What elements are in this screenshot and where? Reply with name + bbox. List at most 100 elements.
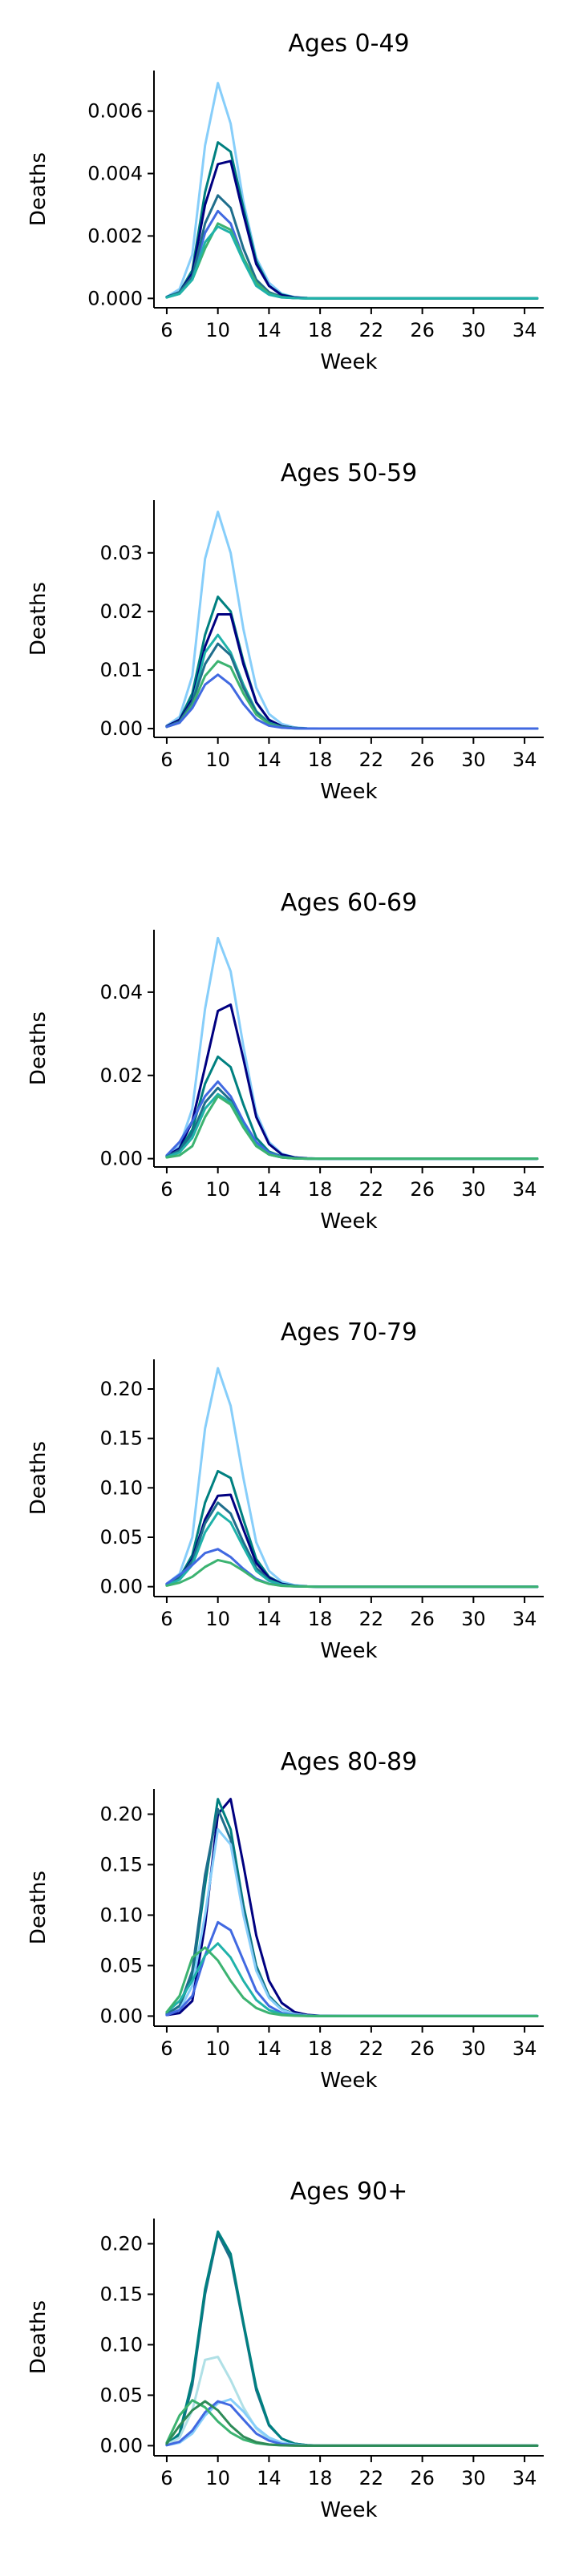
x-tick-label: 10 bbox=[205, 2037, 230, 2060]
y-axis-label: Deaths bbox=[26, 1441, 51, 1515]
y-tick-label: 0.01 bbox=[100, 659, 143, 681]
chart-title: Ages 60-69 bbox=[281, 889, 417, 917]
y-tick-label: 0.00 bbox=[100, 717, 143, 740]
y-tick-label: 0.03 bbox=[100, 542, 143, 564]
series-line-5 bbox=[165, 1942, 539, 2017]
series-line-2 bbox=[165, 1807, 539, 2017]
series-line-6 bbox=[165, 225, 539, 300]
x-tick-label: 30 bbox=[461, 1178, 486, 1201]
x-tick-label: 30 bbox=[461, 2037, 486, 2060]
x-tick-label: 6 bbox=[160, 2037, 172, 2060]
y-axis-label: Deaths bbox=[26, 152, 51, 226]
x-tick-label: 18 bbox=[308, 1608, 333, 1630]
x-tick-label: 26 bbox=[410, 749, 435, 771]
y-tick-label: 0.02 bbox=[100, 1064, 143, 1087]
y-tick-label: 0.004 bbox=[87, 163, 143, 185]
chart-title: Ages 70-79 bbox=[281, 1318, 417, 1347]
series-line-6 bbox=[165, 1095, 539, 1161]
series-line-6 bbox=[165, 673, 539, 730]
series-line-6 bbox=[165, 1946, 539, 2017]
x-tick-label: 30 bbox=[461, 749, 486, 771]
series-line-1 bbox=[165, 2230, 539, 2447]
series-line-3 bbox=[165, 209, 539, 300]
x-axis-label: Week bbox=[320, 1639, 377, 1663]
x-tick-label: 34 bbox=[512, 319, 537, 341]
series-line-0 bbox=[165, 82, 539, 300]
series-line-0 bbox=[165, 1367, 539, 1589]
y-tick-label: 0.15 bbox=[100, 1427, 143, 1450]
x-tick-label: 14 bbox=[257, 2467, 281, 2489]
x-tick-label: 6 bbox=[160, 749, 172, 771]
x-tick-label: 14 bbox=[257, 749, 281, 771]
y-tick-label: 0.00 bbox=[100, 1576, 143, 1598]
y-axis-label: Deaths bbox=[26, 1871, 51, 1944]
x-tick-label: 10 bbox=[205, 2467, 230, 2489]
series-line-1 bbox=[165, 1003, 539, 1161]
series-line-5 bbox=[165, 1092, 539, 1161]
series-line-2 bbox=[165, 1055, 539, 1161]
series-line-4 bbox=[165, 642, 539, 730]
x-tick-label: 10 bbox=[205, 319, 230, 341]
x-tick-label: 22 bbox=[359, 1178, 384, 1201]
x-tick-label: 22 bbox=[359, 749, 384, 771]
y-tick-label: 0.000 bbox=[87, 287, 143, 309]
x-tick-label: 22 bbox=[359, 2467, 384, 2489]
x-tick-label: 30 bbox=[461, 1608, 486, 1630]
x-tick-label: 10 bbox=[205, 749, 230, 771]
series-line-4 bbox=[165, 2400, 539, 2447]
series-line-0 bbox=[165, 936, 539, 1161]
y-tick-label: 0.00 bbox=[100, 2005, 143, 2027]
x-axis-label: Week bbox=[320, 1209, 377, 1233]
series-line-4 bbox=[165, 1511, 539, 1589]
series-line-5 bbox=[165, 2399, 539, 2447]
x-axis-label: Week bbox=[320, 780, 377, 804]
chart-panel-3: Ages 70-79 6 10 14 18 22 26 30 34 0.00 0.05 0.10 0.1… bbox=[26, 1318, 544, 1663]
x-tick-label: 14 bbox=[257, 1608, 281, 1630]
y-tick-label: 0.00 bbox=[100, 2434, 143, 2457]
y-tick-label: 0.05 bbox=[100, 2384, 143, 2406]
x-tick-label: 14 bbox=[257, 2037, 281, 2060]
x-axis-label: Week bbox=[320, 350, 377, 374]
series-line-0 bbox=[165, 1798, 539, 2017]
x-tick-label: 18 bbox=[308, 2467, 333, 2489]
x-tick-label: 10 bbox=[205, 1608, 230, 1630]
series-line-1 bbox=[165, 1798, 539, 2017]
y-axis-label: Deaths bbox=[26, 2300, 51, 2374]
x-tick-label: 6 bbox=[160, 1178, 172, 1201]
x-tick-label: 34 bbox=[512, 2467, 537, 2489]
chart-title: Ages 80-89 bbox=[281, 1748, 417, 1776]
y-tick-label: 0.10 bbox=[100, 1904, 143, 1926]
x-tick-label: 6 bbox=[160, 1608, 172, 1630]
series-line-1 bbox=[165, 1469, 539, 1589]
x-tick-label: 22 bbox=[359, 2037, 384, 2060]
x-tick-label: 18 bbox=[308, 319, 333, 341]
x-tick-label: 22 bbox=[359, 319, 384, 341]
series-line-1 bbox=[165, 141, 539, 300]
x-tick-label: 30 bbox=[461, 319, 486, 341]
y-tick-label: 0.15 bbox=[100, 2283, 143, 2305]
y-tick-label: 0.20 bbox=[100, 2232, 143, 2255]
x-axis-label: Week bbox=[320, 2069, 377, 2093]
series-line-5 bbox=[165, 1548, 539, 1589]
x-tick-label: 26 bbox=[410, 2467, 435, 2489]
series-line-4 bbox=[165, 194, 539, 300]
x-tick-label: 34 bbox=[512, 749, 537, 771]
y-tick-label: 0.05 bbox=[100, 1954, 143, 1976]
y-tick-label: 0.006 bbox=[87, 100, 143, 123]
chart-panel-4: Ages 80-89 6 10 14 18 22 26 30 34 0.00 0.05 0.10 0.1… bbox=[26, 1748, 544, 2093]
x-tick-label: 22 bbox=[359, 1608, 384, 1630]
x-tick-label: 26 bbox=[410, 1608, 435, 1630]
x-tick-label: 10 bbox=[205, 1178, 230, 1201]
y-tick-label: 0.20 bbox=[100, 1803, 143, 1825]
x-axis-label: Week bbox=[320, 2498, 377, 2522]
chart-panel-0: Ages 0-49 6 10 14 18 22 26 30 34 0.000 0.002 0.004 0… bbox=[26, 30, 544, 374]
y-tick-label: 0.10 bbox=[100, 1476, 143, 1499]
x-tick-label: 14 bbox=[257, 319, 281, 341]
y-tick-label: 0.00 bbox=[100, 1148, 143, 1170]
series-line-6 bbox=[165, 2400, 539, 2447]
y-tick-label: 0.10 bbox=[100, 2333, 143, 2356]
chart-panel-2: Ages 60-69 6 10 14 18 22 26 30 34 0.00 0.02 0.04 Wee… bbox=[26, 889, 544, 1233]
x-tick-label: 34 bbox=[512, 2037, 537, 2060]
x-tick-label: 34 bbox=[512, 1178, 537, 1201]
series-line-0 bbox=[165, 511, 539, 730]
